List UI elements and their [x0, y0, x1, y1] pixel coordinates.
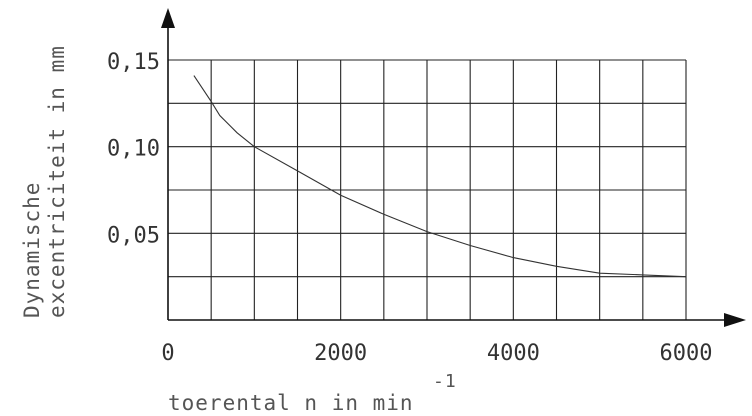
x-tick-label: 4000 [487, 341, 540, 366]
x-axis-arrow-icon [724, 313, 746, 327]
chart-grid [168, 59, 687, 320]
y-tick-label: 0,10 [107, 137, 160, 162]
y-tick-label: 0,15 [107, 50, 160, 75]
chart-axes [161, 8, 746, 327]
y-tick-label: 0,05 [107, 223, 160, 248]
x-tick-label: 2000 [314, 341, 367, 366]
y-axis-label-line-1: Dynamische [20, 182, 44, 318]
x-tick-label: 6000 [660, 341, 713, 366]
y-axis-label-line-2: excentriciteit in mm [45, 45, 69, 318]
chart-series [193, 75, 687, 278]
chart-tick-labels: 0 2000 4000 6000 0,05 0,10 0,15 [107, 50, 712, 366]
series-line [193, 75, 687, 278]
x-tick-label: 0 [161, 341, 174, 366]
x-axis-label: toerental n in min [168, 391, 414, 415]
y-axis-arrow-icon [161, 8, 175, 28]
x-axis-label-superscript: -1 [433, 371, 457, 392]
